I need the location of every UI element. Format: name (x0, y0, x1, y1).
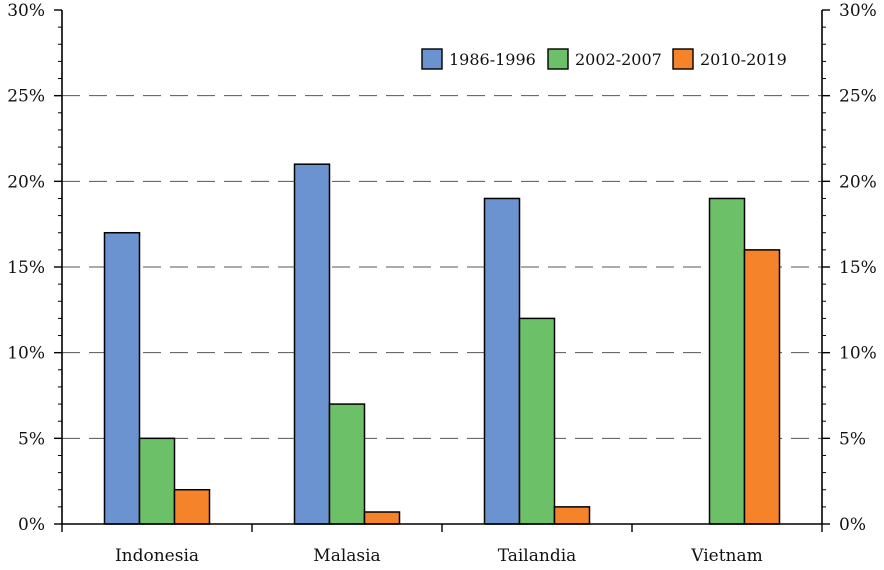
axes (54, 9, 830, 532)
y-tick-label-right: 5% (839, 429, 866, 449)
x-tick-label: Indonesia (115, 546, 199, 566)
gridlines (62, 95, 822, 439)
y-tick-labels-left: 0% 5% 10% 15% 20% 25% 30% (7, 1, 45, 535)
y-tick-label-left: 25% (7, 87, 45, 107)
y-tick-label-right: 20% (839, 172, 877, 192)
bar (103, 231, 141, 525)
x-tick-label: Vietnam (690, 546, 763, 566)
bar (708, 197, 746, 525)
y-tick-label-left: 20% (7, 172, 45, 192)
bar (328, 403, 366, 525)
x-tick-label: Tailandia (498, 546, 577, 566)
bar (553, 506, 591, 525)
bar (518, 317, 556, 525)
bar (293, 163, 331, 525)
bar (483, 197, 521, 525)
y-tick-label-left: 0% (18, 515, 45, 535)
bar (363, 511, 401, 525)
y-tick-label-left: 30% (7, 1, 45, 21)
y-tick-label-right: 15% (839, 258, 877, 278)
x-tick-label: Malasia (313, 546, 380, 566)
y-tick-label-right: 0% (839, 515, 866, 535)
bar (138, 437, 176, 525)
x-category-labels: Indonesia Malasia Tailandia Vietnam (115, 546, 763, 566)
legend-label: 2002-2007 (575, 50, 662, 69)
legend-swatch (421, 48, 443, 70)
legend: 1986-1996 2002-2007 2010-2019 (421, 48, 787, 70)
bars (103, 163, 781, 525)
legend-label: 1986-1996 (449, 50, 536, 69)
y-tick-label-left: 10% (7, 344, 45, 364)
legend-label: 2010-2019 (700, 50, 787, 69)
y-tick-label-right: 10% (839, 344, 877, 364)
bar (743, 249, 781, 525)
y-tick-labels-right: 0% 5% 10% 15% 20% 25% 30% (839, 1, 877, 535)
bar (173, 488, 211, 525)
legend-swatch (672, 48, 694, 70)
legend-swatch (547, 48, 569, 70)
y-tick-label-right: 30% (839, 1, 877, 21)
y-tick-label-left: 15% (7, 258, 45, 278)
y-tick-label-left: 5% (18, 429, 45, 449)
y-tick-label-right: 25% (839, 87, 877, 107)
